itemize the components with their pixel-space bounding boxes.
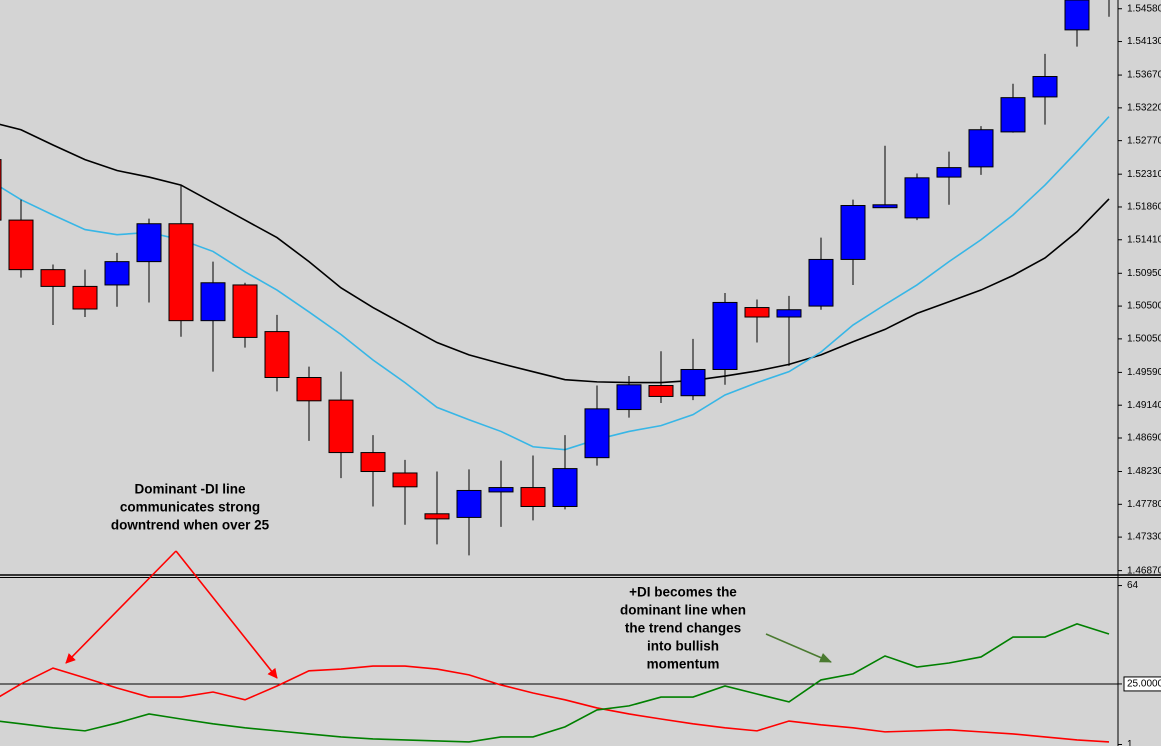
indicator-plot (0, 623, 1118, 743)
y-tick-label: 1.53670 (1127, 70, 1161, 81)
candle-body (808, 258, 834, 307)
annotation-text: Dominant -DI line (135, 482, 246, 497)
candle-body (328, 399, 354, 454)
indicator-line (0, 665, 1110, 743)
candle-body (744, 307, 770, 318)
candle-body (0, 159, 2, 221)
annotation-text: downtrend when over 25 (111, 518, 270, 533)
candle-body (1032, 76, 1058, 98)
y-tick-label: 1 (1127, 739, 1133, 746)
candle-body (936, 167, 962, 178)
y-tick-label: 25.0000 (1127, 679, 1161, 690)
candle-body (360, 452, 386, 473)
candle-body (8, 219, 34, 271)
annotation-text: dominant line when (620, 603, 746, 618)
y-tick-label: 1.54580 (1127, 3, 1161, 14)
candle-body (488, 487, 514, 493)
y-tick-label: 64 (1127, 580, 1139, 591)
annotation-text: communicates strong (120, 500, 260, 515)
candle-body (680, 368, 706, 397)
y-tick-label: 1.51860 (1127, 202, 1161, 213)
y-tick-label: 1.49140 (1127, 400, 1161, 411)
annotation-arrow (175, 550, 278, 679)
candle-body (1000, 97, 1026, 133)
candle-body (200, 282, 226, 322)
y-tick-label: 1.49590 (1127, 367, 1161, 378)
indicator-line (0, 623, 1110, 743)
y-tick-label: 1.47330 (1127, 532, 1161, 543)
candle-body (232, 284, 258, 338)
candle-body (104, 261, 130, 286)
candle-body (456, 489, 482, 518)
y-tick-label: 1.51410 (1127, 234, 1161, 245)
y-tick-label: 1.54130 (1127, 36, 1161, 47)
candle-body (648, 385, 674, 397)
candle-body (296, 377, 322, 402)
candle-body (392, 472, 418, 488)
candle-body (168, 223, 194, 322)
annotation-text: into bullish (647, 639, 719, 654)
candle-body (136, 223, 162, 263)
candle-body (552, 468, 578, 507)
candle-body (584, 408, 610, 459)
annotation-text: +DI becomes the (629, 585, 737, 600)
indicator-line (0, 123, 1110, 384)
annotation-text: momentum (647, 657, 720, 672)
y-tick-label: 1.50950 (1127, 268, 1161, 279)
candle-body (1064, 0, 1090, 31)
y-tick-label: 1.48230 (1127, 466, 1161, 477)
price-plot (0, 0, 1110, 556)
y-tick-label: 1.52310 (1127, 169, 1161, 180)
candle-body (520, 487, 546, 507)
candle-body (968, 129, 994, 168)
annotation-arrow (765, 633, 832, 663)
y-tick-label: 1.50050 (1127, 334, 1161, 345)
annotation-text: the trend changes (625, 621, 741, 636)
candle-body (424, 513, 450, 520)
y-tick-label: 1.50500 (1127, 301, 1161, 312)
candle-body (904, 177, 930, 219)
candle-body (616, 384, 642, 411)
candle-body (72, 285, 98, 310)
y-tick-label: 1.46870 (1127, 565, 1161, 576)
candle-body (776, 309, 802, 318)
y-tick-label: 1.52770 (1127, 135, 1161, 146)
annotations: Dominant -DI line communicates strong down… (65, 482, 832, 679)
candle-body (712, 301, 738, 370)
candle-body (872, 204, 898, 209)
tick-label-box (1123, 676, 1161, 692)
annotation-arrow (65, 550, 177, 664)
y-tick-label: 1.47780 (1127, 499, 1161, 510)
candle-body (40, 269, 66, 287)
y-tick-label: 1.48690 (1127, 433, 1161, 444)
candle-body (264, 331, 290, 379)
candle-body (840, 205, 866, 260)
y-tick-label: 1.53220 (1127, 102, 1161, 113)
